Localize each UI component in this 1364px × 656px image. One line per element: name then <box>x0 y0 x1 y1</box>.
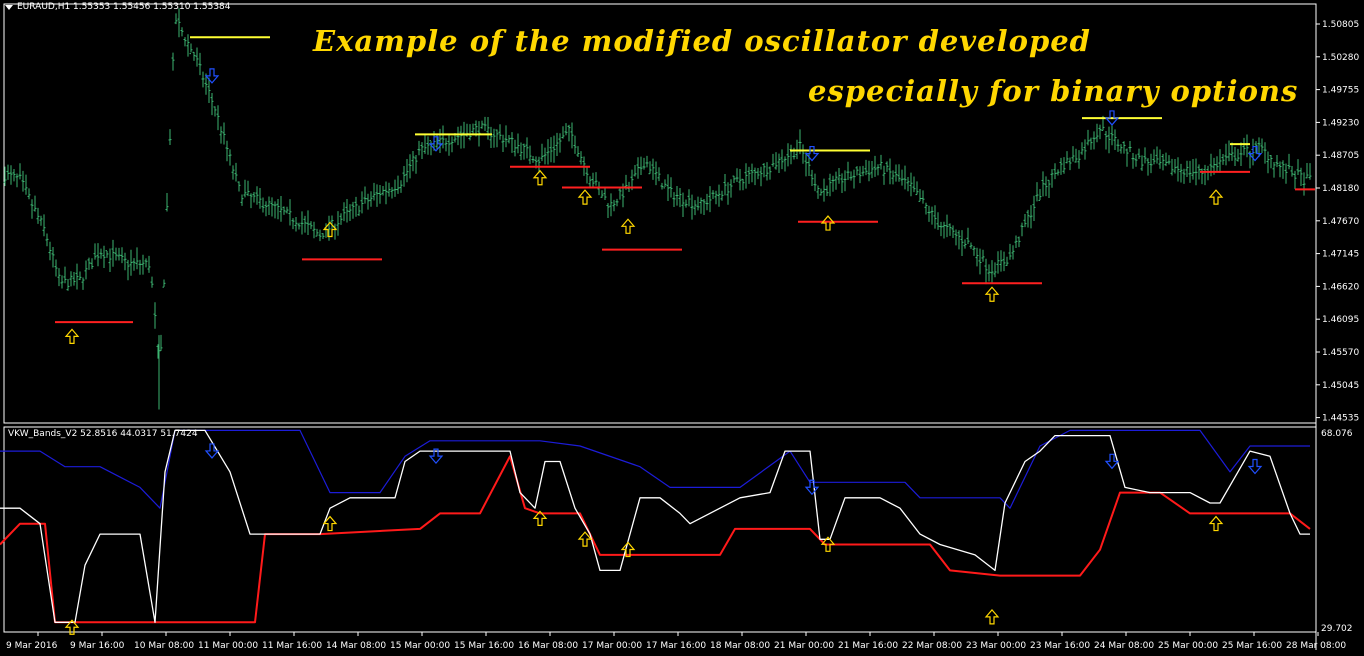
osc-buy-arrow-icon <box>1208 515 1224 532</box>
indicator-scale-max: 68.076 <box>1321 429 1353 439</box>
price-label: 1.45045 <box>1322 381 1359 391</box>
upper-band-line <box>0 429 1310 509</box>
osc-buy-arrow-icon <box>577 531 593 547</box>
sell-arrow-icon <box>1247 145 1263 162</box>
buy-arrow-icon <box>577 189 593 205</box>
buy-arrow-icon <box>322 221 338 238</box>
osc-buy-arrow-icon <box>820 536 836 552</box>
osc-buy-arrow-icon <box>984 608 1000 625</box>
price-label: 1.49755 <box>1322 86 1359 96</box>
time-label: 24 Mar 08:00 <box>1094 641 1154 651</box>
annotation-line-2: especially for binary options <box>808 74 1299 108</box>
buy-arrow-icon <box>984 286 1000 302</box>
osc-buy-arrow-icon <box>620 541 636 558</box>
time-label: 15 Mar 00:00 <box>390 641 450 651</box>
indicator-panel-frame <box>3 426 1317 633</box>
time-label: 15 Mar 16:00 <box>454 641 514 651</box>
osc-sell-arrow-icon <box>204 443 220 459</box>
osc-sell-arrow-icon <box>1247 458 1263 475</box>
time-label: 17 Mar 00:00 <box>582 641 642 651</box>
indicator-scale-min: 29.702 <box>1321 624 1353 634</box>
time-label: 10 Mar 08:00 <box>134 641 194 651</box>
time-label: 9 Mar 16:00 <box>70 641 125 651</box>
price-label: 1.50280 <box>1322 53 1359 63</box>
sell-arrow-icon <box>804 145 820 162</box>
price-label: 1.46095 <box>1322 315 1359 325</box>
sell-arrow-icon <box>428 136 444 152</box>
time-label: 21 Mar 16:00 <box>838 641 898 651</box>
price-label: 1.45570 <box>1322 348 1359 358</box>
sell-arrow-icon <box>204 68 220 84</box>
time-label: 9 Mar 2016 <box>6 641 58 651</box>
buy-arrow-icon <box>1208 189 1224 205</box>
time-label: 17 Mar 16:00 <box>646 641 706 651</box>
osc-buy-arrow-icon <box>532 510 548 526</box>
osc-sell-arrow-icon <box>804 479 820 496</box>
main-panel-header: EURAUD,H1 1.55353 1.55456 1.55310 1.5538… <box>17 2 231 12</box>
indicator-panel-header: VKW_Bands_V2 52.8516 44.0317 51.7424 <box>8 429 198 439</box>
time-label: 11 Mar 00:00 <box>198 641 258 651</box>
time-label: 18 Mar 08:00 <box>710 641 770 651</box>
price-label: 1.46620 <box>1322 282 1359 292</box>
time-label: 21 Mar 00:00 <box>774 641 834 651</box>
time-label: 25 Mar 16:00 <box>1222 641 1282 651</box>
osc-sell-arrow-icon <box>1104 453 1120 470</box>
main-panel-frame <box>3 3 1317 424</box>
lower-band-line <box>0 455 1311 624</box>
osc-sell-arrow-icon <box>428 448 444 465</box>
price-label: 1.50805 <box>1322 20 1359 30</box>
buy-arrow-icon <box>532 169 548 186</box>
chart-menu-icon[interactable] <box>5 5 13 10</box>
buy-arrow-icon <box>820 215 836 231</box>
price-label: 1.49230 <box>1322 118 1359 128</box>
buy-arrow-icon <box>620 218 636 234</box>
time-label: 11 Mar 16:00 <box>262 641 322 651</box>
price-label: 1.47145 <box>1322 250 1359 260</box>
time-label: 23 Mar 00:00 <box>966 641 1026 651</box>
time-label: 23 Mar 16:00 <box>1030 641 1090 651</box>
time-label: 22 Mar 08:00 <box>902 641 962 651</box>
time-label: 16 Mar 08:00 <box>518 641 578 651</box>
sell-arrow-icon <box>1104 110 1120 126</box>
osc-buy-arrow-icon <box>64 619 80 635</box>
buy-arrow-icon <box>64 328 80 344</box>
ohlc-bars <box>3 8 1312 359</box>
osc-buy-arrow-icon <box>322 515 338 532</box>
price-label: 1.48705 <box>1322 151 1359 161</box>
price-label: 1.48180 <box>1322 184 1359 194</box>
price-label: 1.44535 <box>1322 414 1359 424</box>
time-label: 25 Mar 00:00 <box>1158 641 1218 651</box>
price-label: 1.47670 <box>1322 217 1359 227</box>
time-label: 28 Mar 08:00 <box>1286 641 1346 651</box>
time-label: 14 Mar 08:00 <box>326 641 386 651</box>
annotation-line-1: Example of the modified oscillator devel… <box>313 24 1091 58</box>
